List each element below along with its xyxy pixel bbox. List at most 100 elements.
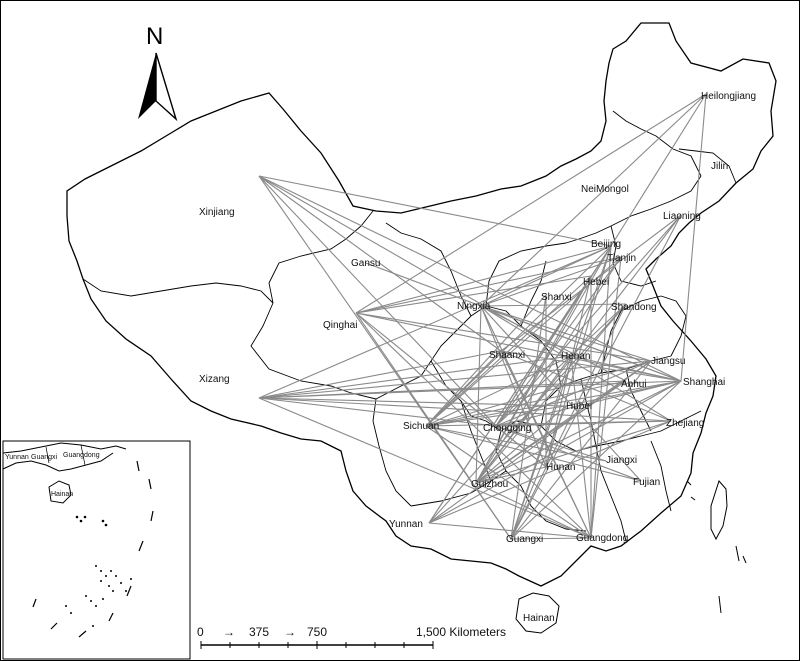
- province-label-shaanxi: Shaanxi: [489, 350, 525, 361]
- flow-line-yunnan-zhejiang: [428, 420, 672, 524]
- north-arrow-left-half: [138, 53, 156, 119]
- province-label-guizhou: Guizhou: [471, 479, 508, 490]
- province-label-zhejiang: Zhejiang: [666, 418, 704, 429]
- flow-line-anhui-sichuan: [425, 380, 627, 427]
- flow-line-yunnan-guangdong: [428, 522, 592, 539]
- flow-line-xinjiang-chongqing: [258, 175, 497, 427]
- province-label-anhui: Anhui: [621, 379, 647, 390]
- inset-islands: [65, 515, 132, 627]
- flow-line-beijing-sichuan: [425, 245, 612, 427]
- flow-line-heilongjiang-beijing: [610, 93, 707, 247]
- flow-line-qinghai-tianjin: [355, 256, 622, 314]
- province-label-hainan: Hainan: [523, 613, 555, 624]
- flow-line-xizang-jiangsu: [258, 360, 652, 399]
- flow-line-jiangxi-sichuan: [425, 425, 607, 462]
- flow-line-jiangxi-chongqing: [495, 425, 607, 462]
- province-label-guangdong: Guangdong: [576, 533, 628, 544]
- flow-line-sichuan-henan: [425, 355, 572, 427]
- flow-line-xizang-shaanxi: [258, 350, 502, 399]
- scale-arrow-2: →: [284, 625, 296, 639]
- flow-line-beijing-ningxia: [480, 245, 612, 307]
- flow-line-xinjiang-shanghai: [258, 175, 682, 382]
- flow-lines: [258, 93, 707, 540]
- flow-line-fujian-ningxia: [480, 305, 642, 482]
- province-label-tianjin: Tianjin: [607, 253, 636, 264]
- inset-boundaries: [45, 444, 86, 466]
- flow-line-ningxia-anhui: [480, 305, 627, 382]
- flow-line-xizang-henan: [258, 355, 572, 399]
- flow-line-fujian-sichuan: [425, 425, 642, 482]
- flow-line-henan-guangxi: [510, 355, 572, 540]
- north-arrow-right-half: [155, 52, 178, 122]
- north-arrow-label: N: [146, 23, 163, 50]
- flow-line-shanghai-guizhou: [475, 380, 682, 484]
- inset-hainan: [48, 480, 72, 504]
- flow-line-guizhou-hunan: [475, 466, 547, 484]
- province-label-heilongjiang: Heilongjiang: [701, 91, 756, 102]
- province-label-hubei: Hubei: [566, 401, 592, 412]
- scale-bar-ticks: [200, 641, 434, 649]
- scale-tick-0: 0: [197, 625, 204, 639]
- flow-line-heilongjiang-shanghai: [680, 93, 707, 382]
- flow-line-sichuan-guangdong: [425, 425, 592, 539]
- province-label-hunan: Hunan: [546, 462, 575, 473]
- scale-bar: 0 → 375 → 750 1,500 Kilometers: [197, 625, 506, 649]
- inset-frame: [2, 440, 191, 660]
- taiwan-island: [710, 480, 728, 541]
- flow-line-shanxi-guangxi: [510, 294, 547, 540]
- scale-tick-1500: 1,500 Kilometers: [416, 625, 506, 639]
- inset-label-yunnan: Yunnan: [5, 454, 29, 461]
- flow-line-qinghai-beijing: [355, 245, 612, 314]
- flow-line-xizang-anhui: [258, 380, 627, 399]
- flow-line-xizang-zhejiang: [258, 397, 672, 422]
- flow-line-xizang-guangdong: [258, 397, 592, 539]
- province-label-xizang: Xizang: [199, 374, 230, 385]
- scale-tick-375: 375: [249, 625, 269, 639]
- flow-line-guizhou-guangdong: [475, 482, 592, 539]
- province-label-jiangxi: Jiangxi: [606, 455, 637, 466]
- flow-line-ningxia-guizhou: [475, 305, 482, 484]
- coastal-islands: [686, 480, 747, 614]
- province-label-jiangsu: Jiangsu: [651, 356, 685, 367]
- flow-line-guangxi-guangdong: [510, 537, 592, 540]
- flow-line-yunnan-jiangsu: [428, 360, 652, 524]
- province-labels: Heilongjiang Jilin Liaoning NeiMongol Xinjia…: [199, 91, 756, 624]
- flow-line-jiangsu-chongqing: [495, 360, 652, 427]
- province-label-shanghai: Shanghai: [683, 377, 725, 388]
- flow-line-shandong-guangxi: [510, 303, 627, 540]
- inset-label-guangdong: Guangdong: [63, 452, 100, 459]
- province-label-yunnan: Yunnan: [389, 519, 423, 530]
- inset-dash-lines: [32, 460, 154, 638]
- inset-label-hainan: Hainan: [51, 491, 73, 498]
- flow-line-shandong-ningxia: [480, 303, 627, 307]
- inset-label-guangxi: Guangxi: [31, 454, 58, 461]
- province-label-chongqing: Chongqing: [483, 423, 531, 434]
- province-label-henan: Henan: [561, 351, 590, 362]
- flow-line-hebei-chongqing: [495, 275, 592, 427]
- flow-line-yunnan-hebei: [428, 275, 592, 524]
- province-label-beijing: Beijing: [591, 239, 621, 250]
- province-label-gansu: Gansu: [351, 258, 380, 269]
- scale-arrow-1: →: [223, 625, 235, 639]
- flow-line-qinghai-hebei: [355, 275, 592, 314]
- province-label-hebei: Hebei: [583, 277, 609, 288]
- flow-line-hebei-sichuan: [425, 275, 592, 427]
- flow-line-shandong-guizhou: [475, 303, 627, 484]
- flow-line-shanghai-gansu: [365, 262, 682, 382]
- flow-line-zhejiang-guizhou: [475, 420, 672, 484]
- flow-line-tianjin-ningxia: [480, 256, 622, 307]
- north-arrow: N: [138, 23, 178, 122]
- flow-line-tianjin-chongqing: [495, 256, 622, 427]
- flow-line-anhui-guizhou: [475, 380, 627, 484]
- flow-line-shanghai-sichuan: [425, 380, 682, 427]
- flow-line-jiangsu-sichuan: [425, 360, 652, 427]
- flow-line-xinjiang-beijing: [258, 175, 612, 247]
- hainan-island: [515, 592, 560, 634]
- province-label-qinghai: Qinghai: [323, 320, 357, 331]
- province-label-shanxi: Shanxi: [541, 292, 572, 303]
- flow-line-shanxi-sichuan: [425, 294, 547, 427]
- flow-line-yunnan-shanghai: [428, 380, 682, 524]
- flow-line-guangdong-henan: [570, 355, 592, 539]
